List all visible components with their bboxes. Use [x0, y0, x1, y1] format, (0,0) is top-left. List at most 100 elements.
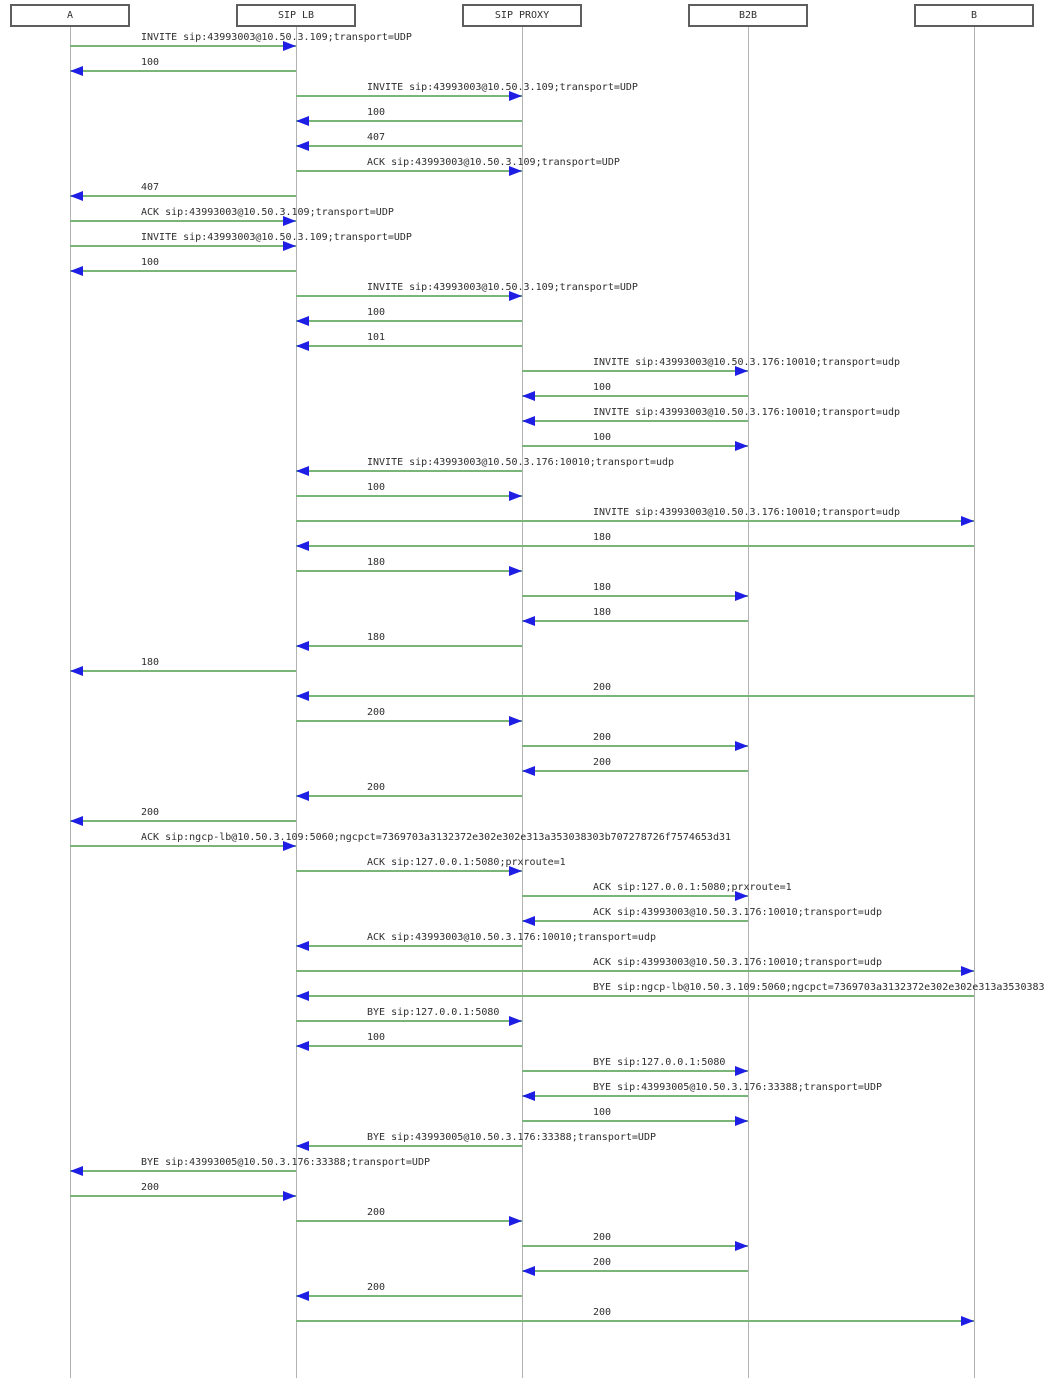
- arrow-left-icon: [296, 466, 309, 476]
- message-label: 101: [367, 332, 386, 343]
- message-line: [296, 95, 522, 97]
- message-line: [70, 270, 296, 272]
- message-line: [296, 145, 522, 147]
- message-line: [296, 1295, 522, 1297]
- message-label: ACK sip:43993003@10.50.3.109;transport=U…: [141, 207, 394, 218]
- arrow-left-icon: [296, 991, 309, 1001]
- message-label: 100: [593, 382, 612, 393]
- message-line: [522, 770, 748, 772]
- message-line: [70, 45, 296, 47]
- arrow-left-icon: [296, 1141, 309, 1151]
- message-line: [522, 745, 748, 747]
- arrow-right-icon: [509, 491, 522, 501]
- message-label: 407: [141, 182, 160, 193]
- arrow-left-icon: [296, 1041, 309, 1051]
- lifeline-a: [69, 27, 71, 1378]
- message-line: [296, 170, 522, 172]
- arrow-right-icon: [735, 591, 748, 601]
- message-line: [522, 895, 748, 897]
- message-line: [296, 1020, 522, 1022]
- message-label: 100: [593, 432, 612, 443]
- message-label: 100: [367, 482, 386, 493]
- lifeline-sip-lb: [295, 27, 297, 1378]
- message-line: [522, 920, 748, 922]
- message-label: INVITE sip:43993003@10.50.3.176:10010;tr…: [593, 507, 901, 518]
- arrow-left-icon: [296, 1291, 309, 1301]
- arrow-left-icon: [70, 666, 83, 676]
- message-line: [296, 520, 974, 522]
- arrow-left-icon: [70, 816, 83, 826]
- arrow-right-icon: [283, 216, 296, 226]
- message-label: 200: [593, 732, 612, 743]
- message-label: ACK sip:43993003@10.50.3.176:10010;trans…: [367, 932, 656, 943]
- message-line: [296, 1045, 522, 1047]
- message-line: [522, 1070, 748, 1072]
- message-label: 180: [141, 657, 160, 668]
- message-label: 180: [367, 632, 386, 643]
- arrow-right-icon: [735, 1066, 748, 1076]
- arrow-right-icon: [509, 566, 522, 576]
- arrow-right-icon: [735, 1116, 748, 1126]
- message-label: ACK sip:43993003@10.50.3.109;transport=U…: [367, 157, 620, 168]
- arrow-right-icon: [735, 1241, 748, 1251]
- message-label: 200: [593, 682, 612, 693]
- message-line: [522, 1270, 748, 1272]
- arrow-right-icon: [735, 891, 748, 901]
- message-line: [296, 1145, 522, 1147]
- message-label: BYE sip:127.0.0.1:5080: [367, 1007, 500, 1018]
- arrow-left-icon: [296, 341, 309, 351]
- message-label: INVITE sip:43993003@10.50.3.176:10010;tr…: [593, 357, 901, 368]
- message-label: 100: [367, 307, 386, 318]
- message-line: [296, 545, 974, 547]
- arrow-right-icon: [283, 841, 296, 851]
- message-label: ACK sip:43993003@10.50.3.176:10010;trans…: [593, 907, 882, 918]
- message-line: [522, 1095, 748, 1097]
- message-label: 200: [141, 807, 160, 818]
- lifeline-b2b: [747, 27, 749, 1378]
- arrow-left-icon: [70, 66, 83, 76]
- arrow-right-icon: [735, 366, 748, 376]
- message-label: 200: [367, 782, 386, 793]
- arrow-left-icon: [70, 266, 83, 276]
- message-label: INVITE sip:43993003@10.50.3.109;transpor…: [141, 232, 412, 243]
- arrow-left-icon: [522, 416, 535, 426]
- actor-box-a: A: [10, 4, 130, 27]
- arrow-right-icon: [509, 716, 522, 726]
- message-label: 180: [593, 607, 612, 618]
- arrow-right-icon: [509, 291, 522, 301]
- message-line: [296, 345, 522, 347]
- arrow-left-icon: [296, 791, 309, 801]
- message-line: [70, 1170, 296, 1172]
- arrow-right-icon: [961, 516, 974, 526]
- message-label: ACK sip:ngcp-lb@10.50.3.109:5060;ngcpct=…: [141, 832, 732, 843]
- message-label: INVITE sip:43993003@10.50.3.176:10010;tr…: [367, 457, 675, 468]
- message-line: [296, 720, 522, 722]
- arrow-right-icon: [509, 1216, 522, 1226]
- arrow-left-icon: [70, 1166, 83, 1176]
- message-line: [70, 220, 296, 222]
- message-label: BYE sip:127.0.0.1:5080: [593, 1057, 726, 1068]
- message-label: ACK sip:127.0.0.1:5080;prxroute=1: [367, 857, 566, 868]
- message-line: [296, 320, 522, 322]
- message-line: [70, 245, 296, 247]
- message-label: 200: [367, 1207, 386, 1218]
- message-label: 100: [367, 107, 386, 118]
- message-label: 100: [593, 1107, 612, 1118]
- message-line: [522, 370, 748, 372]
- lifeline-b: [973, 27, 975, 1378]
- actor-box-b2b: B2B: [688, 4, 808, 27]
- arrow-left-icon: [522, 1091, 535, 1101]
- message-line: [70, 70, 296, 72]
- message-label: 180: [593, 532, 612, 543]
- message-line: [296, 495, 522, 497]
- message-line: [296, 645, 522, 647]
- arrow-right-icon: [509, 91, 522, 101]
- message-label: 200: [367, 1282, 386, 1293]
- message-label: 100: [141, 57, 160, 68]
- message-label: BYE sip:43993005@10.50.3.176:33388;trans…: [593, 1082, 882, 1093]
- message-label: ACK sip:127.0.0.1:5080;prxroute=1: [593, 882, 792, 893]
- arrow-left-icon: [70, 191, 83, 201]
- message-line: [70, 820, 296, 822]
- arrow-left-icon: [296, 691, 309, 701]
